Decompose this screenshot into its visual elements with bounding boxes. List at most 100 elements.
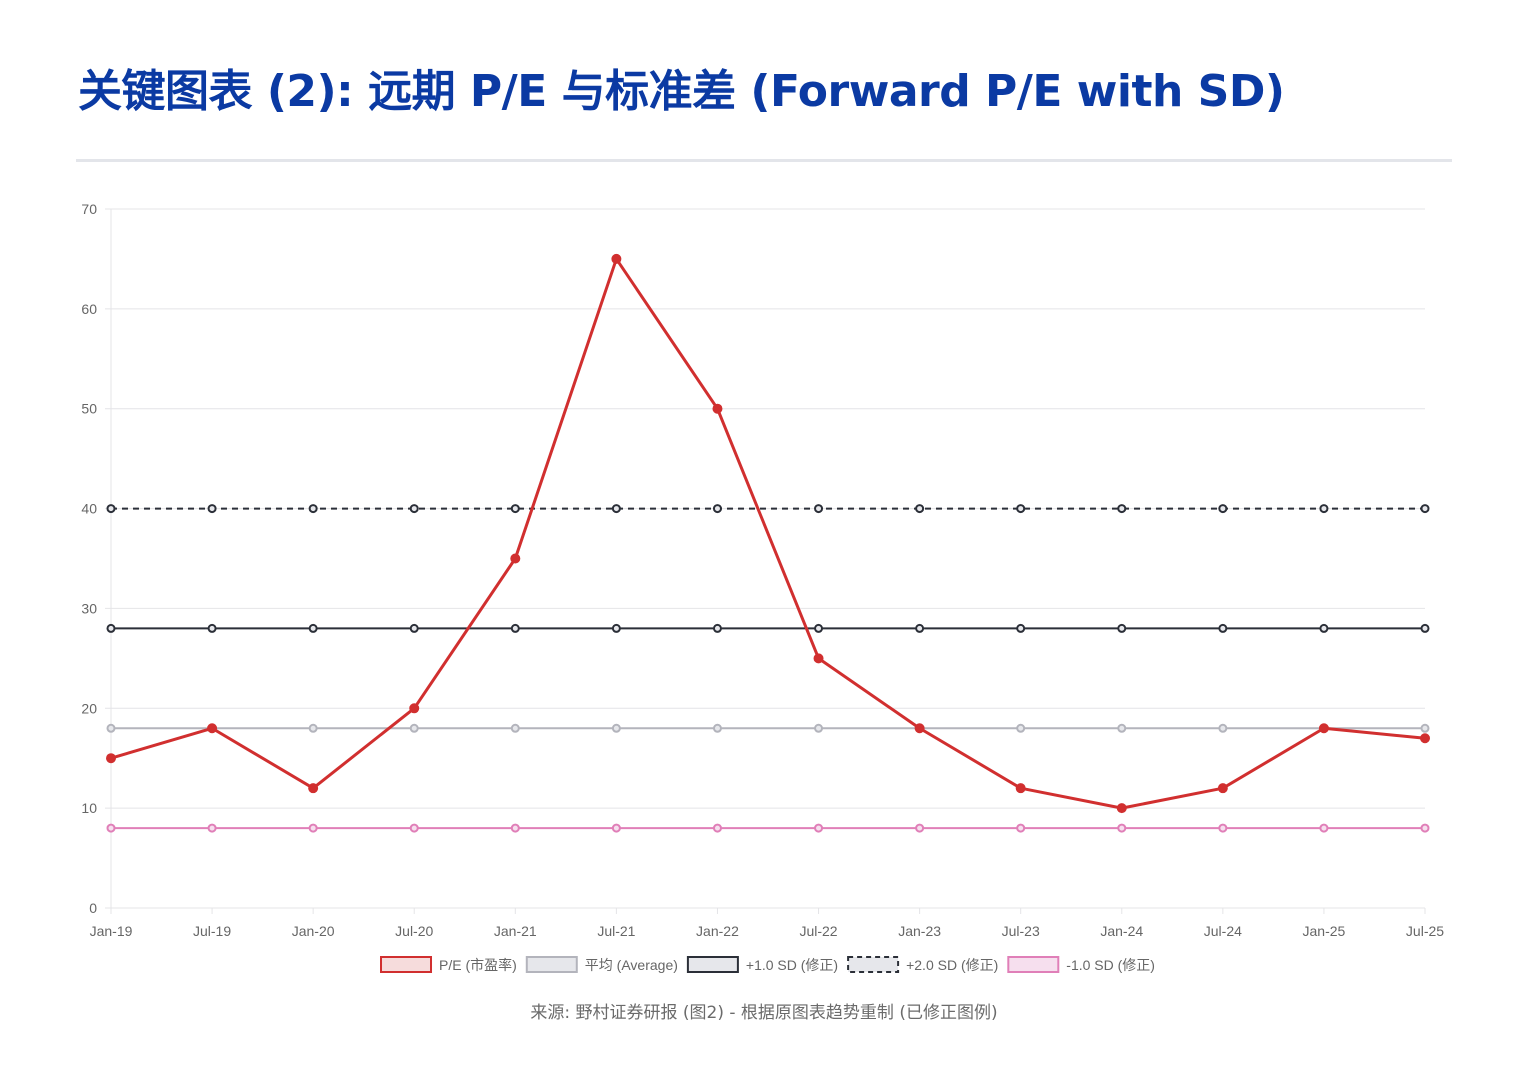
x-tick-label: Jul-22 bbox=[799, 923, 837, 939]
data-point-s4-3[interactable] bbox=[409, 823, 419, 833]
data-point-s2-6[interactable] bbox=[712, 623, 722, 633]
data-point-s1-3[interactable] bbox=[409, 723, 419, 733]
data-point-s2-7[interactable] bbox=[814, 623, 824, 633]
y-tick-label: 70 bbox=[81, 201, 97, 217]
data-point-s4-10[interactable] bbox=[1117, 823, 1127, 833]
legend-label: 平均 (Average) bbox=[585, 957, 678, 973]
data-point-s0-1[interactable] bbox=[207, 723, 218, 734]
x-tick-label: Jan-23 bbox=[898, 923, 941, 939]
data-point-s0-8[interactable] bbox=[914, 723, 925, 734]
x-tick-label: Jul-20 bbox=[395, 923, 433, 939]
data-point-s3-6[interactable] bbox=[712, 504, 722, 514]
data-point-s2-8[interactable] bbox=[915, 623, 925, 633]
data-point-s0-0[interactable] bbox=[106, 753, 116, 764]
data-point-s2-11[interactable] bbox=[1218, 623, 1228, 633]
data-point-s0-9[interactable] bbox=[1015, 783, 1026, 794]
data-point-s1-4[interactable] bbox=[510, 723, 520, 733]
legend-item-4[interactable]: -1.0 SD (修正) bbox=[1007, 956, 1155, 973]
data-point-s4-8[interactable] bbox=[915, 823, 925, 833]
data-point-s4-11[interactable] bbox=[1218, 823, 1228, 833]
data-point-s4-2[interactable] bbox=[308, 823, 318, 833]
data-point-s1-13[interactable] bbox=[1420, 723, 1430, 733]
data-point-s0-10[interactable] bbox=[1116, 803, 1127, 814]
data-point-s1-7[interactable] bbox=[814, 723, 824, 733]
data-point-s0-11[interactable] bbox=[1217, 783, 1228, 794]
data-point-s2-2[interactable] bbox=[308, 623, 318, 633]
data-point-s3-10[interactable] bbox=[1117, 504, 1127, 514]
data-point-s3-11[interactable] bbox=[1218, 504, 1228, 514]
data-point-s2-3[interactable] bbox=[409, 623, 419, 633]
data-point-s4-7[interactable] bbox=[814, 823, 824, 833]
data-point-s2-10[interactable] bbox=[1117, 623, 1127, 633]
data-point-s4-0[interactable] bbox=[106, 823, 116, 833]
x-tick-label: Jul-23 bbox=[1002, 923, 1040, 939]
data-point-s2-12[interactable] bbox=[1319, 623, 1329, 633]
x-tick-label: Jul-24 bbox=[1204, 923, 1242, 939]
title-divider bbox=[76, 159, 1452, 162]
data-point-s0-3[interactable] bbox=[409, 703, 420, 714]
data-point-s3-7[interactable] bbox=[814, 504, 824, 514]
data-point-s0-6[interactable] bbox=[712, 403, 723, 414]
data-point-s2-13[interactable] bbox=[1420, 623, 1430, 633]
data-point-s4-5[interactable] bbox=[611, 823, 621, 833]
legend-label: +1.0 SD (修正) bbox=[746, 957, 838, 973]
data-point-s3-5[interactable] bbox=[611, 504, 621, 514]
data-point-s1-2[interactable] bbox=[308, 723, 318, 733]
data-point-s2-5[interactable] bbox=[611, 623, 621, 633]
y-tick-label: 30 bbox=[81, 600, 97, 616]
legend-item-3[interactable]: +2.0 SD (修正) bbox=[847, 956, 998, 973]
data-point-s1-0[interactable] bbox=[106, 723, 116, 733]
data-point-s3-1[interactable] bbox=[207, 504, 217, 514]
data-point-s0-13[interactable] bbox=[1420, 733, 1430, 744]
data-point-s1-6[interactable] bbox=[712, 723, 722, 733]
data-point-s0-4[interactable] bbox=[510, 553, 521, 564]
legend-label: P/E (市盈率) bbox=[439, 957, 517, 973]
legend-item-1[interactable]: 平均 (Average) bbox=[525, 956, 678, 973]
legend-item-2[interactable]: +1.0 SD (修正) bbox=[686, 956, 838, 973]
source-note: 来源: 野村证券研报 (图2) - 根据原图表趋势重制 (已修正图例) bbox=[530, 1003, 998, 1023]
gridlines bbox=[105, 208, 1425, 909]
data-point-s4-6[interactable] bbox=[712, 823, 722, 833]
data-point-s3-13[interactable] bbox=[1420, 504, 1430, 514]
legend[interactable]: P/E (市盈率) 平均 (Average) +1.0 SD (修正) +2.0 SD… bbox=[380, 956, 1155, 973]
data-point-s4-4[interactable] bbox=[510, 823, 520, 833]
data-point-s0-7[interactable] bbox=[813, 653, 824, 664]
legend-label: +2.0 SD (修正) bbox=[906, 957, 998, 973]
data-point-s3-2[interactable] bbox=[308, 504, 318, 514]
data-point-s2-4[interactable] bbox=[510, 623, 520, 633]
x-tick-label: Jan-20 bbox=[292, 923, 335, 939]
data-point-s4-12[interactable] bbox=[1319, 823, 1329, 833]
series-line-0 bbox=[110, 257, 1426, 810]
data-point-s3-12[interactable] bbox=[1319, 504, 1329, 514]
x-tick-label: Jan-21 bbox=[494, 923, 537, 939]
legend-swatch bbox=[525, 956, 578, 973]
y-tick-label: 60 bbox=[81, 301, 97, 317]
legend-swatch bbox=[847, 956, 900, 973]
data-point-s4-13[interactable] bbox=[1420, 823, 1430, 833]
data-point-s4-1[interactable] bbox=[207, 823, 217, 833]
x-tick-label: Jul-25 bbox=[1406, 923, 1444, 939]
y-tick-label: 50 bbox=[81, 401, 97, 417]
data-point-s4-9[interactable] bbox=[1016, 823, 1026, 833]
data-point-s1-10[interactable] bbox=[1117, 723, 1127, 733]
data-point-s1-9[interactable] bbox=[1016, 723, 1026, 733]
data-point-s3-3[interactable] bbox=[409, 504, 419, 514]
legend-item-0[interactable]: P/E (市盈率) bbox=[380, 956, 517, 973]
data-point-s0-12[interactable] bbox=[1318, 723, 1329, 734]
data-point-s0-5[interactable] bbox=[611, 253, 622, 264]
x-tick-label: Jan-25 bbox=[1303, 923, 1346, 939]
data-point-s1-11[interactable] bbox=[1218, 723, 1228, 733]
data-point-s2-0[interactable] bbox=[106, 623, 116, 633]
data-point-s2-1[interactable] bbox=[207, 623, 217, 633]
data-point-s3-0[interactable] bbox=[106, 504, 116, 514]
y-tick-label: 10 bbox=[81, 800, 97, 816]
data-point-s0-2[interactable] bbox=[308, 783, 319, 794]
page-title: 关键图表 (2): 远期 P/E 与标准差 (Forward P/E with … bbox=[78, 66, 1285, 117]
data-point-s1-5[interactable] bbox=[611, 723, 621, 733]
series-lines bbox=[106, 253, 1430, 833]
data-point-s2-9[interactable] bbox=[1016, 623, 1026, 633]
data-point-s3-8[interactable] bbox=[915, 504, 925, 514]
data-point-s3-4[interactable] bbox=[510, 504, 520, 514]
data-point-s3-9[interactable] bbox=[1016, 504, 1026, 514]
